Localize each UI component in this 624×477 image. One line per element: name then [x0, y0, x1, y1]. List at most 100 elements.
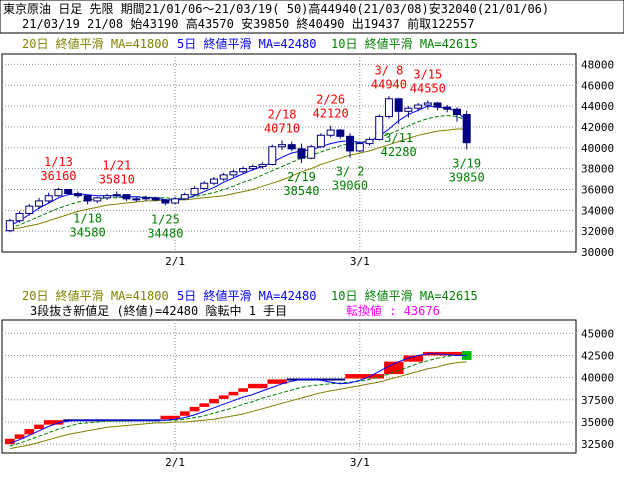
candle-body-42: [414, 104, 423, 109]
break-ma10-line: [9, 353, 467, 447]
three-line-break-x-axis: 2/1 3/1: [165, 456, 370, 469]
brick-7: [179, 411, 190, 416]
candle-body-0: [5, 220, 14, 232]
annotation-date-3: 1/25: [151, 212, 180, 226]
brick-0: [5, 438, 15, 445]
candle-body-10: [103, 195, 112, 199]
break-y-tick-label-1: 35000: [581, 416, 614, 429]
brick-12: [228, 391, 239, 396]
candlestick-plot-frame: [1, 53, 577, 253]
brick-13: [238, 388, 248, 392]
candle-body-3: [35, 200, 44, 207]
three-line-break-plot-frame: [1, 319, 577, 454]
candle-body-15: [151, 197, 160, 201]
legend-ma5-top: 5日 終値平滑 MA=42480: [177, 36, 316, 51]
brick-9: [199, 403, 210, 407]
break-ma20-line: [9, 361, 467, 450]
candle-body-9: [93, 197, 102, 202]
annotation-date-7: 3/ 2: [336, 165, 365, 179]
brick-17: [345, 374, 385, 379]
candle-body-34: [336, 129, 345, 137]
brick-3: [34, 424, 44, 430]
candle-y-tick-label-8: 46000: [581, 79, 614, 92]
candle-x-tick-label-0: 2/1: [165, 255, 185, 268]
brick-4: [43, 420, 64, 425]
brick-1: [14, 434, 25, 439]
candle-body-19: [190, 187, 199, 196]
annotation-date-6: 2/26: [316, 93, 345, 107]
candle-body-17: [171, 198, 180, 204]
candle-body-6: [64, 188, 73, 195]
candle-body-44: [433, 102, 442, 108]
candle-y-tick-label-1: 32000: [581, 225, 614, 238]
three-line-break-grid: [2, 320, 576, 453]
candle-body-27: [268, 146, 277, 165]
candle-body-22: [219, 174, 228, 180]
candlestick-x-axis: 2/1 3/1: [165, 255, 370, 268]
brick-2: [24, 429, 35, 435]
break-x-tick-label-0: 2/1: [165, 456, 185, 469]
candle-body-33: [326, 129, 335, 136]
candle-body-37: [365, 138, 374, 145]
brick-15: [267, 379, 287, 384]
annotation-date-11: 3/19: [452, 156, 481, 170]
candle-y-tick-label-6: 42000: [581, 121, 614, 134]
legend-ma10-bottom: 10日 終値平滑 MA=42615: [331, 288, 478, 303]
break-y-tick-label-5: 45000: [581, 327, 614, 340]
annotation-price-1: 34580: [70, 225, 106, 239]
annotation-price-4: 40710: [264, 121, 300, 135]
brick-11: [218, 395, 229, 399]
break-y-tick-label-4: 42500: [581, 349, 614, 362]
candle-body-5: [54, 188, 63, 197]
candle-body-35: [346, 135, 355, 152]
annotation-date-8: 3/ 8: [374, 63, 403, 77]
header-line-2: 21/03/19 21/08 始43190 高43570 安39850 終404…: [22, 16, 474, 31]
annotation-price-7: 39060: [332, 179, 368, 193]
candle-body-40: [394, 98, 403, 112]
candle-body-29: [287, 144, 296, 150]
candle-body-20: [200, 182, 209, 189]
candle-body-31: [307, 146, 316, 159]
candle-body-23: [229, 171, 238, 176]
annotation-price-5: 38540: [283, 184, 319, 198]
candle-body-32: [316, 134, 325, 148]
candle-body-2: [25, 205, 34, 214]
candle-body-47: [462, 114, 471, 144]
candle-x-tick-label-1: 3/1: [350, 255, 370, 268]
annotation-price-3: 34480: [147, 226, 183, 240]
candle-body-46: [452, 108, 461, 116]
annotation-price-2: 35810: [99, 172, 135, 186]
candlestick-series: [5, 96, 471, 233]
candle-body-28: [278, 144, 287, 148]
brick-6: [160, 415, 180, 420]
candle-body-8: [83, 195, 92, 202]
candle-body-13: [132, 198, 141, 201]
annotation-date-1: 1/18: [73, 211, 102, 225]
brick-14: [248, 383, 268, 389]
candle-body-4: [44, 195, 53, 202]
candle-body-12: [122, 194, 131, 200]
annotation-date-0: 1/13: [44, 155, 73, 169]
legend-ma10-top: 10日 終値平滑 MA=42615: [331, 36, 478, 51]
candle-ma5-line: [9, 105, 468, 227]
candle-y-tick-label-5: 40000: [581, 142, 614, 155]
candle-body-26: [258, 163, 267, 168]
legend-ma20-top: 20日 終値平滑 MA=41800: [22, 36, 169, 51]
candle-y-tick-label-3: 36000: [581, 183, 614, 196]
annotation-price-9: 42280: [381, 145, 417, 159]
annotation-date-10: 3/15: [413, 67, 442, 81]
annotation-date-2: 1/21: [102, 158, 131, 172]
candle-body-43: [423, 102, 432, 106]
legend-ma20-bottom: 20日 終値平滑 MA=41800: [22, 288, 169, 303]
candle-body-11: [112, 194, 121, 197]
candle-ma20-line: [9, 128, 467, 230]
candle-body-14: [141, 197, 150, 200]
annotation-date-5: 2/19: [287, 170, 316, 184]
brick-19: [403, 355, 423, 362]
candle-body-41: [404, 107, 413, 112]
legend-ma5-bottom: 5日 終値平滑 MA=42480: [177, 288, 316, 303]
three-line-break-moving-averages: [9, 353, 467, 450]
candle-body-16: [161, 199, 170, 204]
